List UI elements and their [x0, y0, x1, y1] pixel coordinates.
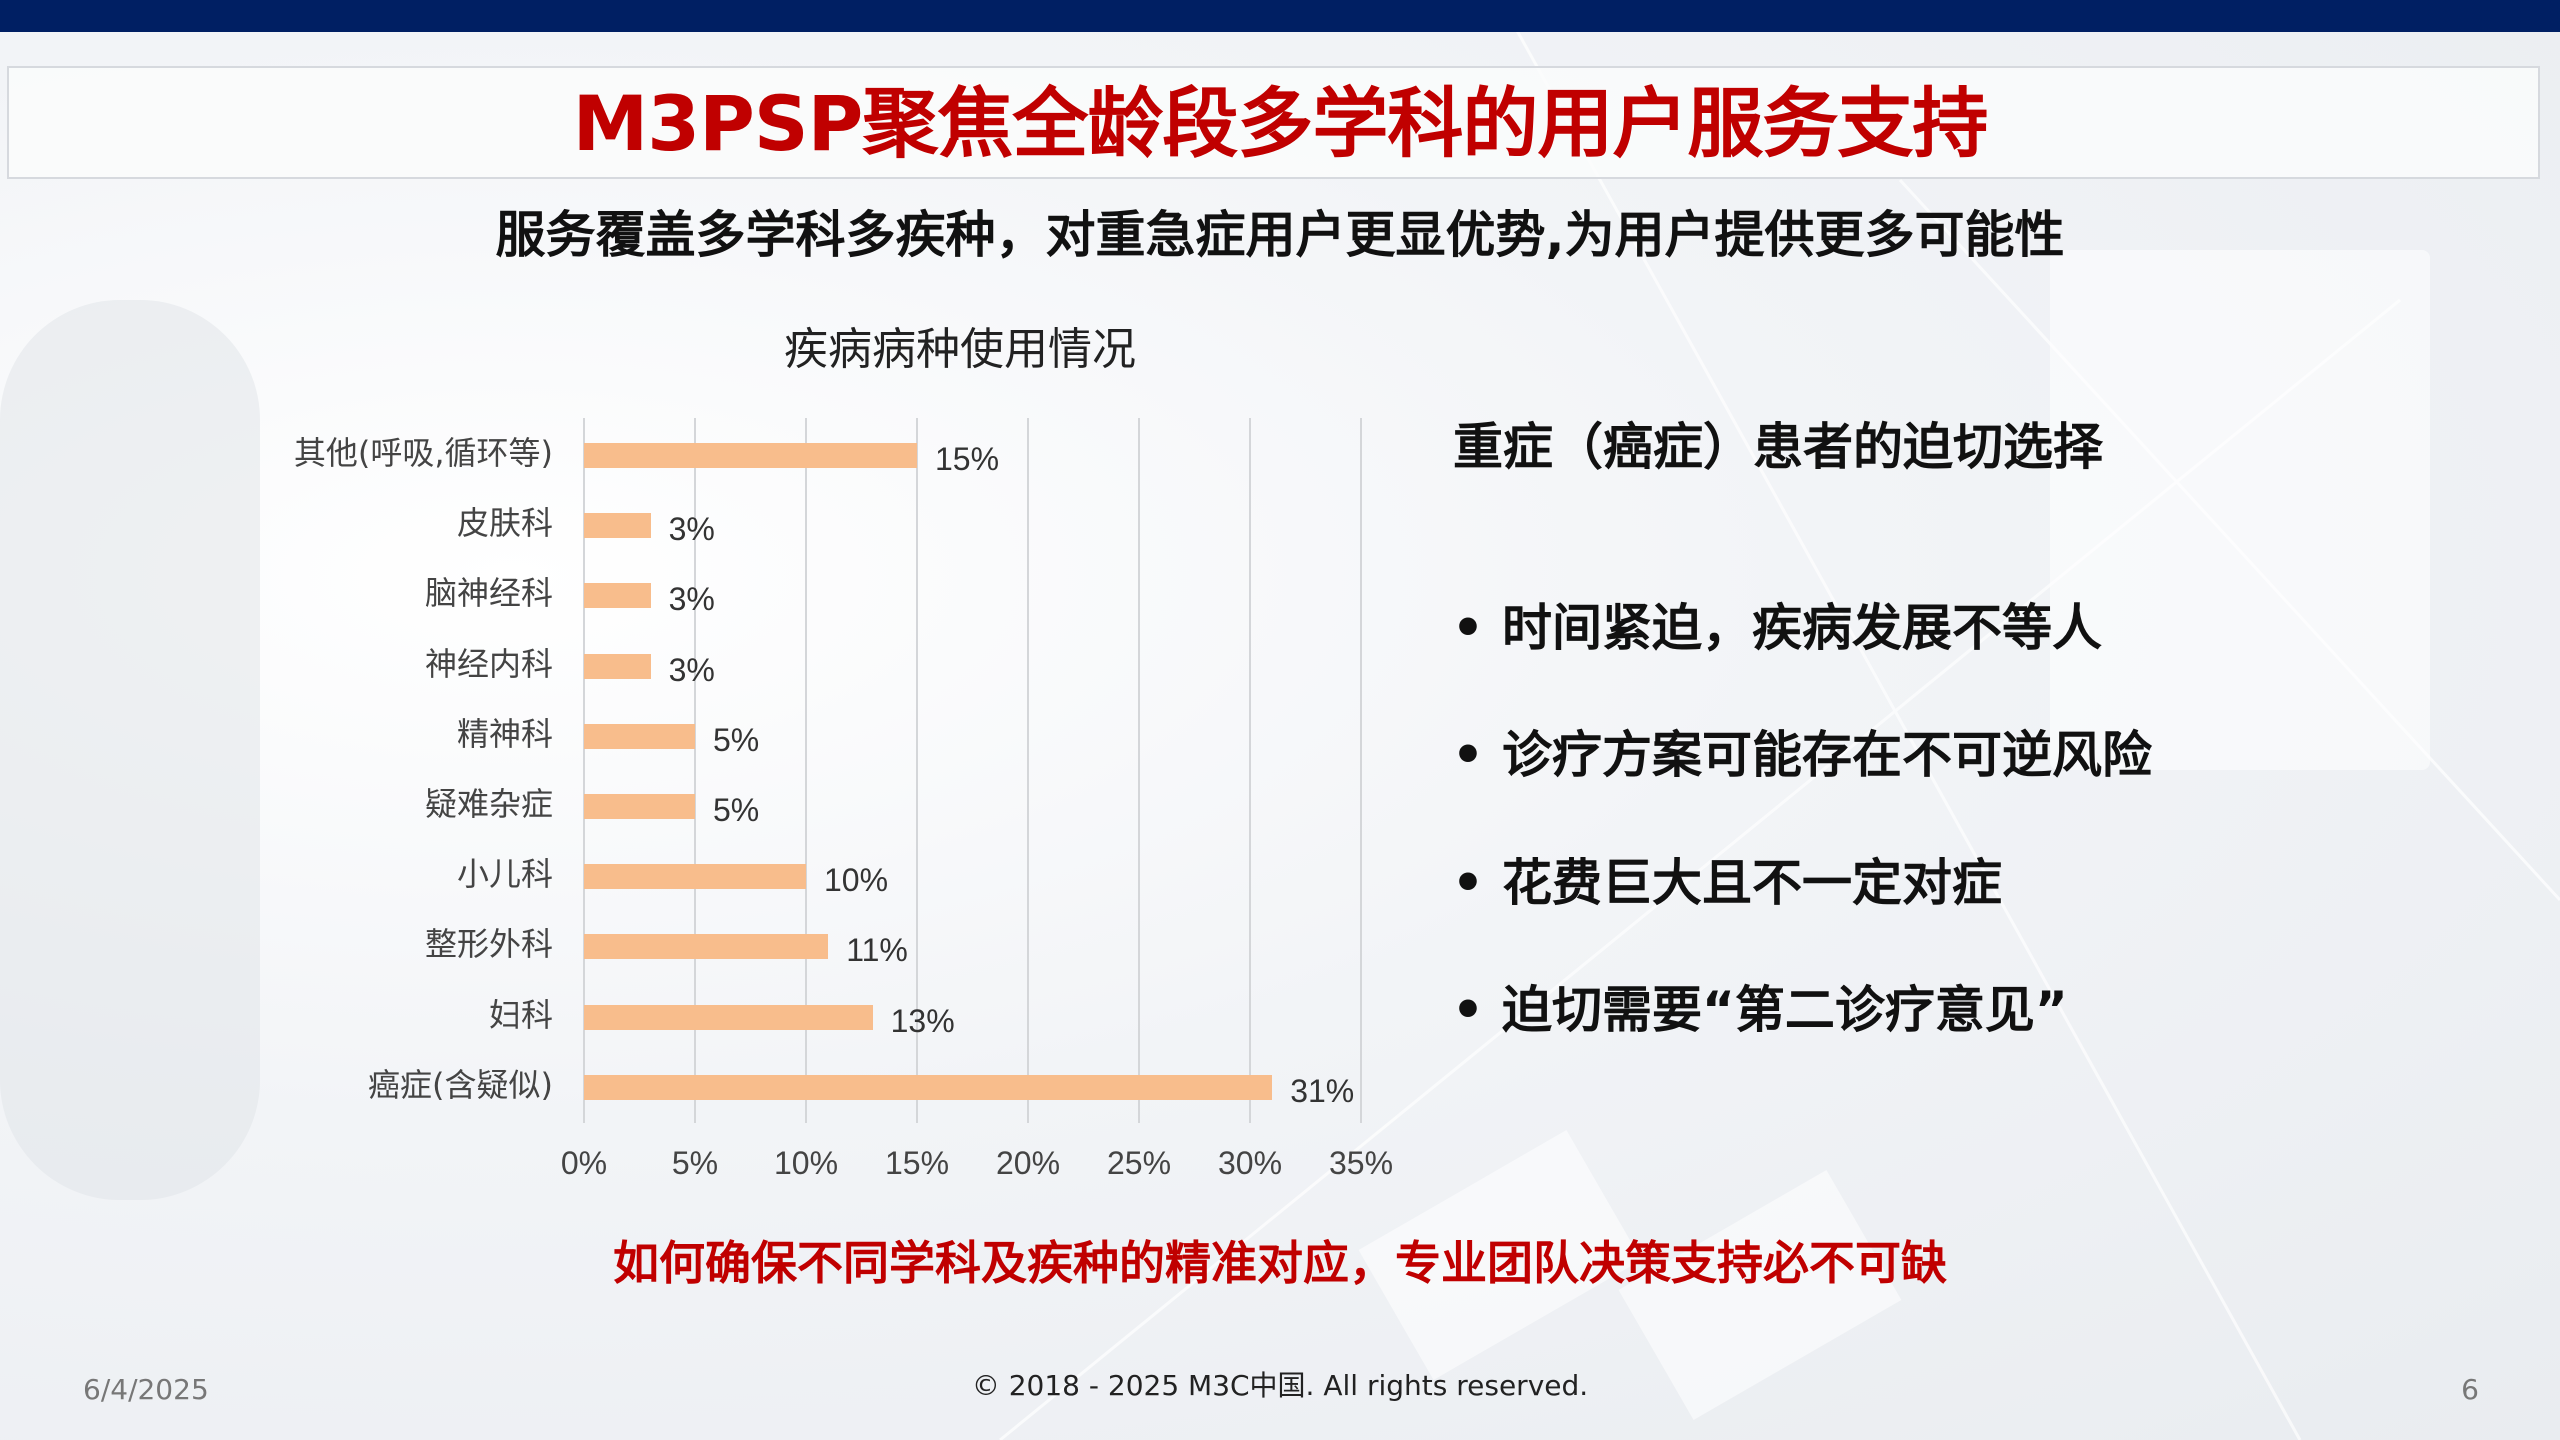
bar-value-label: 10% — [824, 862, 889, 899]
chart-title: 疾病病种使用情况 — [784, 324, 1136, 375]
gridline — [1360, 418, 1362, 1123]
category-label: 整形外科 — [424, 925, 553, 964]
category-label: 其他(呼吸,循环等) — [293, 434, 553, 472]
bar — [584, 1004, 873, 1030]
panel-heading: 重症（癌症）患者的迫切选择 — [1453, 418, 2103, 476]
category-label: 妇科 — [488, 995, 553, 1034]
category-label: 神经内科 — [424, 644, 553, 683]
bullet-text: 诊疗方案可能存在不可逆风险 — [1502, 726, 2152, 784]
bar — [584, 934, 829, 960]
bar-value-label: 3% — [668, 511, 715, 548]
x-tick-label: 15% — [884, 1145, 950, 1181]
bar — [584, 1074, 1273, 1100]
x-tick-label: 25% — [1106, 1145, 1172, 1181]
category-label: 癌症(含疑似) — [368, 1065, 553, 1104]
gridline — [1027, 418, 1029, 1123]
bar — [584, 653, 651, 679]
gridline — [1249, 418, 1251, 1123]
bar-value-label: 31% — [1290, 1072, 1355, 1109]
x-tick-label: 20% — [995, 1145, 1061, 1181]
bullet-text: 时间紧迫，疾病发展不等人 — [1502, 599, 2102, 657]
category-label: 精神科 — [456, 714, 553, 753]
bar-value-label: 5% — [713, 792, 760, 828]
title-box — [7, 66, 2540, 179]
bar-value-label: 11% — [846, 932, 908, 969]
bar-value-label: 15% — [935, 441, 1000, 477]
bar — [584, 794, 695, 819]
bullet-item: • 时间紧迫，疾病发展不等人 — [1452, 593, 2102, 663]
bar — [584, 864, 806, 890]
x-tick-label: 5% — [671, 1145, 719, 1181]
gridline — [1138, 418, 1140, 1123]
gridline — [805, 418, 807, 1123]
gridline — [583, 418, 585, 1123]
bullet-item: • 迫切需要“第二诊疗意见” — [1452, 975, 2068, 1045]
bullet-item: • 花费巨大且不一定对症 — [1452, 848, 2002, 918]
conclusion-text: 如何确保不同学科及疾种的精准对应，专业团队决策支持必不可缺 — [613, 1236, 1947, 1290]
bullet-dot-icon: • — [1452, 726, 1484, 784]
category-label: 脑神经科 — [424, 574, 553, 613]
bar-value-label: 3% — [668, 581, 715, 618]
bullet-item: • 诊疗方案可能存在不可逆风险 — [1452, 720, 2152, 790]
bullet-text: 迫切需要“第二诊疗意见” — [1502, 981, 2068, 1039]
footer-date: 6/4/2025 — [83, 1373, 209, 1406]
top-bar — [0, 0, 2560, 32]
x-tick-label: 30% — [1217, 1145, 1283, 1181]
category-label: 疑难杂症 — [424, 785, 553, 823]
bar-value-label: 5% — [713, 721, 760, 758]
bar — [584, 583, 651, 609]
gridline — [916, 418, 918, 1123]
category-label: 皮肤科 — [456, 504, 553, 543]
x-tick-label: 10% — [773, 1145, 839, 1181]
bar-value-label: 3% — [668, 651, 715, 688]
footer-copyright: © 2018 - 2025 M3C中国. All rights reserved… — [971, 1369, 1589, 1402]
x-tick-label: 35% — [1328, 1145, 1394, 1181]
category-label: 小儿科 — [456, 855, 553, 894]
bullet-dot-icon: • — [1452, 854, 1484, 912]
bar — [584, 443, 917, 468]
page-title: M3PSP聚焦全龄段多学科的用户服务支持 — [572, 79, 1989, 168]
bar — [584, 723, 695, 749]
bullet-dot-icon: • — [1452, 981, 1484, 1039]
slide-subtitle: 服务覆盖多学科多疾种，对重急症用户更显优势,为用户提供更多可能性 — [495, 206, 2065, 264]
page-number: 6 — [2461, 1373, 2479, 1406]
bullet-dot-icon: • — [1452, 599, 1484, 657]
bullet-text: 花费巨大且不一定对症 — [1502, 854, 2002, 912]
gridline — [694, 418, 696, 1123]
bar-value-label: 13% — [890, 1002, 955, 1039]
x-tick-label: 0% — [560, 1145, 608, 1181]
bar — [584, 513, 651, 539]
